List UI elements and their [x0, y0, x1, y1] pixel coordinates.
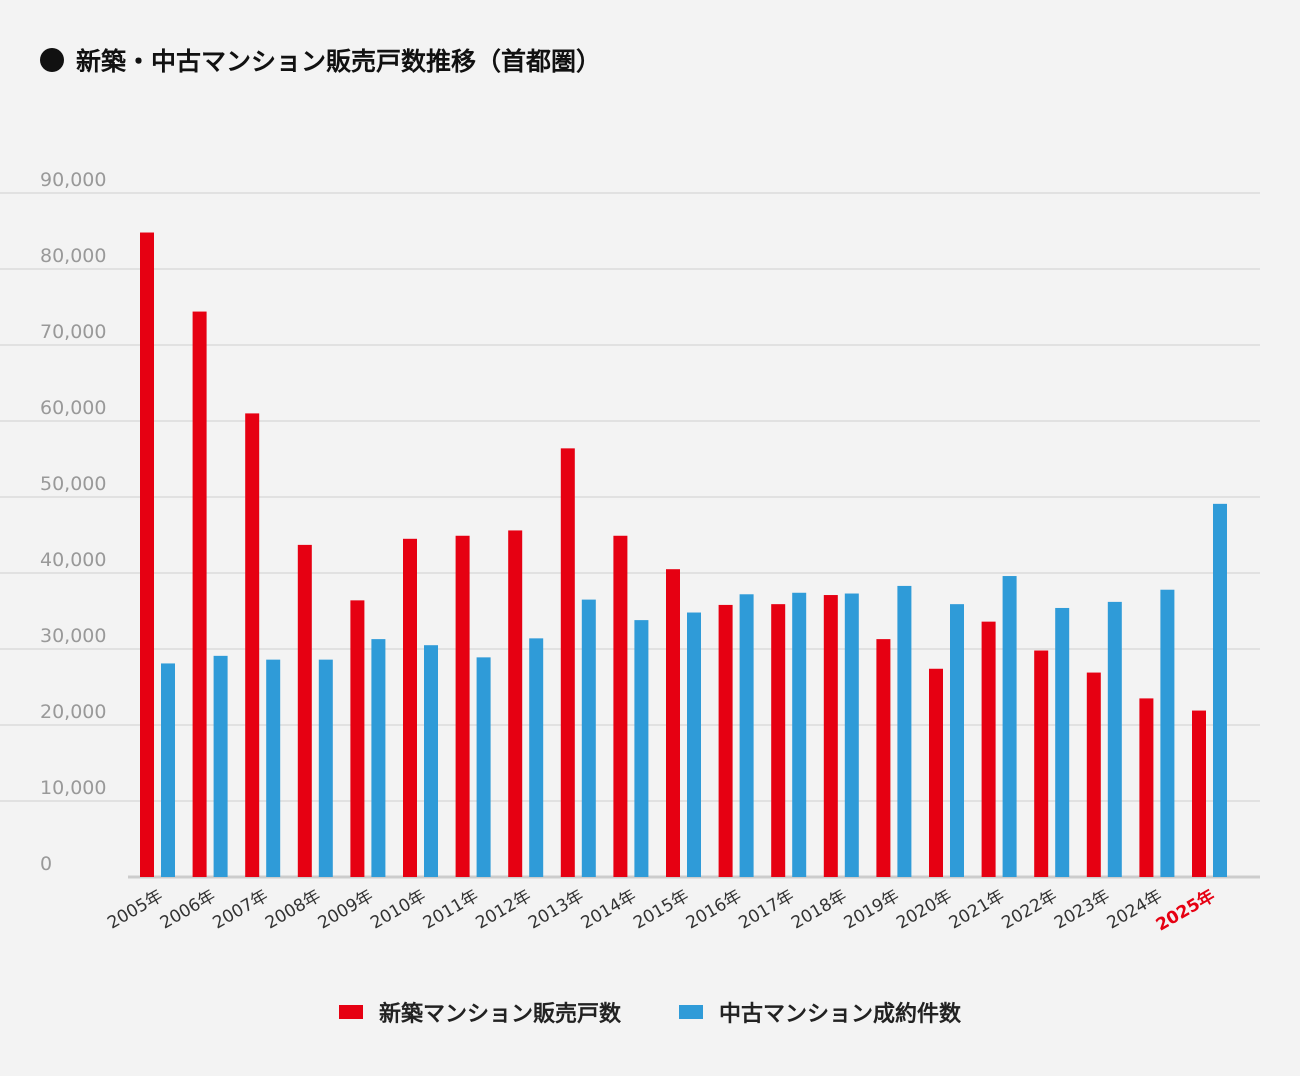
bar-used — [897, 585, 912, 877]
x-tick-label: 2010年 — [367, 886, 429, 933]
x-tick-label: 2019年 — [841, 886, 903, 933]
bar-used — [476, 657, 491, 877]
y-tick-label: 70,000 — [40, 321, 106, 343]
bar-new — [192, 311, 207, 877]
bar-used — [529, 638, 544, 877]
y-tick-label: 80,000 — [40, 245, 106, 267]
legend-label-new: 新築マンション販売戸数 — [378, 1002, 621, 1027]
bar-new — [771, 604, 786, 877]
x-tick-label: 2009年 — [315, 886, 377, 933]
bar-new — [1086, 672, 1101, 877]
bar-used — [1055, 607, 1070, 877]
y-tick-label: 90,000 — [40, 169, 106, 191]
bar-new — [823, 595, 838, 877]
y-tick-label: 60,000 — [40, 397, 106, 419]
legend-swatch-used — [679, 1005, 703, 1019]
x-tick-label: 2012年 — [473, 886, 535, 933]
x-tick-label: 2025年 — [1152, 885, 1218, 935]
bar-used — [318, 659, 333, 877]
x-tick-label: 2007年 — [210, 886, 272, 933]
bar-new — [929, 668, 943, 877]
bar-used — [634, 620, 649, 877]
x-tick-label: 2020年 — [893, 886, 955, 933]
bar-new — [350, 600, 365, 877]
bar-used — [1107, 601, 1122, 877]
x-tick-label: 2005年 — [104, 886, 166, 933]
x-tick-label: 2016年 — [683, 886, 745, 933]
x-tick-label: 2013年 — [525, 886, 587, 933]
y-tick-label: 30,000 — [40, 625, 106, 647]
x-tick-label: 2021年 — [946, 886, 1008, 933]
chart-title: 新築・中古マンション販売戸数推移（首都圏） — [40, 42, 601, 78]
y-tick-label: 40,000 — [40, 549, 106, 571]
x-tick-label: 2023年 — [1051, 886, 1113, 933]
y-tick-label: 10,000 — [40, 777, 106, 799]
legend: 新築マンション販売戸数 中古マンション成約件数 — [0, 996, 1300, 1028]
bar-used — [1160, 589, 1175, 877]
bar-new — [455, 535, 470, 877]
bar-used — [1213, 503, 1227, 877]
bar-used — [424, 645, 438, 877]
y-tick-label: 50,000 — [40, 473, 106, 495]
x-tick-label: 2022年 — [999, 886, 1061, 933]
bar-new — [508, 530, 523, 877]
x-tick-label: 2014年 — [578, 886, 640, 933]
legend-label-used: 中古マンション成約件数 — [719, 1002, 962, 1027]
bar-new — [613, 535, 628, 877]
x-tick-label: 2018年 — [788, 886, 850, 933]
bullet-icon — [40, 48, 64, 72]
bar-used — [371, 639, 386, 877]
x-tick-label: 2006年 — [157, 886, 219, 933]
bar-new — [1139, 698, 1154, 877]
chart-title-text: 新築・中古マンション販売戸数推移（首都圏） — [76, 47, 602, 76]
bar-new — [666, 569, 680, 877]
bar-used — [213, 655, 228, 877]
bar-used — [792, 592, 807, 877]
bar-used — [161, 663, 175, 877]
x-tick-label: 2015年 — [630, 886, 692, 933]
bar-new — [718, 604, 733, 877]
x-tick-label: 2011年 — [420, 886, 482, 933]
y-tick-label: 0 — [40, 853, 52, 875]
legend-swatch-new — [338, 1005, 363, 1019]
bar-new — [1192, 710, 1206, 877]
bar-used — [950, 604, 964, 877]
y-tick-label: 20,000 — [40, 701, 106, 723]
bar-used — [739, 594, 754, 877]
bar-new — [297, 544, 312, 877]
bar-used — [687, 612, 701, 877]
bar-new — [245, 413, 260, 877]
bar-used — [844, 593, 859, 877]
bar-new — [140, 232, 154, 877]
bar-new — [403, 538, 417, 877]
x-tick-label: 2008年 — [262, 886, 324, 933]
bar-used — [1002, 576, 1017, 877]
bar-used — [266, 659, 281, 877]
bar-new — [876, 639, 891, 877]
bar-new — [560, 448, 575, 877]
x-tick-label: 2017年 — [736, 886, 798, 933]
bar-new — [1034, 650, 1049, 877]
legend-item-used: 中古マンション成約件数 — [679, 996, 961, 1028]
bar-used — [581, 599, 596, 877]
legend-item-new: 新築マンション販売戸数 — [338, 996, 621, 1028]
bar-new — [981, 621, 996, 877]
